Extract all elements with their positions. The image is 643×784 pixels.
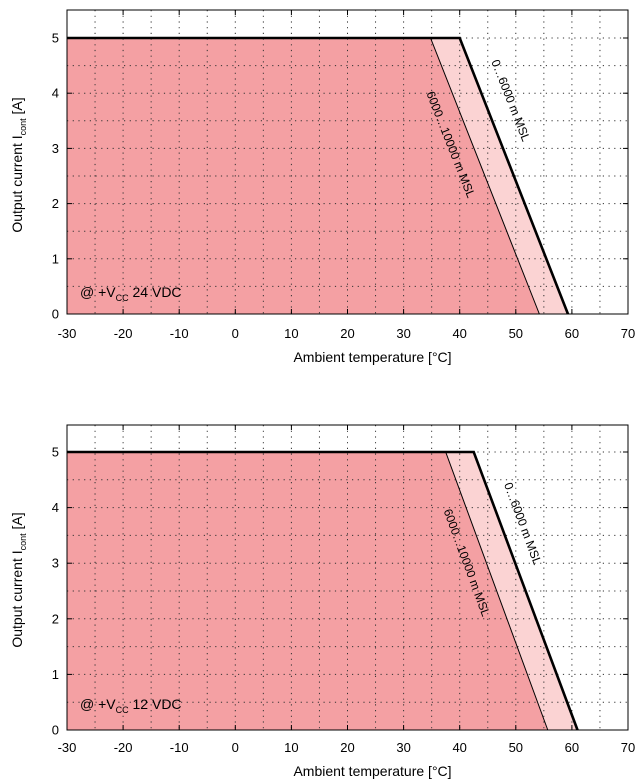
y-tick-label: 1 [52,251,59,266]
y-tick-label: 2 [52,611,59,626]
series-line-0-6000m [67,36,570,315]
x-tick-label: 40 [452,326,466,341]
inner-area [67,38,540,314]
x-tick-label: -10 [170,326,189,341]
y-axis-label: Output current Icont [A] [9,512,28,647]
x-tick-label: 0 [232,326,239,341]
y-tick-label: 1 [52,667,59,682]
supply-voltage-annotation: @ +VCC 12 VDC [80,696,182,715]
y-tick-label: 2 [52,196,59,211]
x-tick-label: 30 [396,740,410,755]
x-tick-label: 20 [340,326,354,341]
x-tick-label: 50 [509,740,523,755]
x-tick-label: 40 [452,740,466,755]
y-tick-label: 0 [52,307,59,322]
supply-voltage-annotation: @ +VCC 24 VDC [80,284,182,303]
y-tick-label: 0 [52,723,59,738]
y-tick-label: 3 [52,141,59,156]
y-tick-label: 5 [52,31,59,46]
y-tick-label: 3 [52,556,59,571]
x-tick-label: -10 [170,740,189,755]
x-tick-label: 50 [509,326,523,341]
x-tick-label: -20 [114,326,133,341]
x-tick-label: 0 [232,740,239,755]
x-tick-label: -30 [58,740,77,755]
x-axis-label: Ambient temperature [°C] [293,349,451,365]
y-axis-label: Output current Icont [A] [9,97,28,232]
x-tick-label: 60 [565,326,579,341]
x-tick-label: 10 [284,740,298,755]
x-tick-label: 30 [396,326,410,341]
y-tick-label: 5 [52,445,59,460]
chart-12vdc: -30 -20 -10 0 10 20 30 40 50 60 70 0 1 2 3 4 5 Ambient te… [9,424,635,779]
y-tick-label: 4 [52,86,59,101]
y-tick-label: 4 [52,500,59,515]
chart-24vdc: -30 -20 -10 0 10 20 30 40 50 60 70 0 1 2 3 4 5 Ambient te… [9,9,635,365]
series-line-0-6000m [67,450,579,731]
x-tick-label: 60 [565,740,579,755]
x-tick-label: 10 [284,326,298,341]
x-tick-label: 20 [340,740,354,755]
x-tick-label: -20 [114,740,133,755]
x-tick-label: -30 [58,326,77,341]
x-tick-label: 70 [621,740,635,755]
x-axis-label: Ambient temperature [°C] [293,763,451,779]
x-tick-label: 70 [621,326,635,341]
